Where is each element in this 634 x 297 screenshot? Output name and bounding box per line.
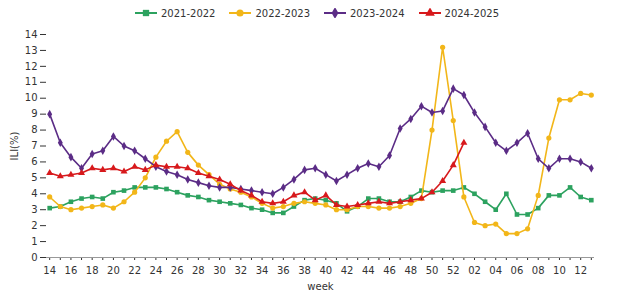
svg-text:52: 52 (447, 265, 460, 276)
svg-text:12: 12 (574, 265, 587, 276)
svg-text:38: 38 (298, 265, 311, 276)
svg-text:14: 14 (25, 29, 38, 40)
svg-text:04: 04 (489, 265, 502, 276)
svg-text:7: 7 (31, 140, 37, 151)
svg-text:0: 0 (31, 252, 37, 263)
svg-text:02: 02 (468, 265, 481, 276)
svg-text:9: 9 (31, 108, 37, 119)
svg-text:42: 42 (341, 265, 354, 276)
svg-text:06: 06 (511, 265, 524, 276)
svg-text:16: 16 (65, 265, 78, 276)
svg-text:44: 44 (362, 265, 375, 276)
svg-text:4: 4 (31, 188, 37, 199)
svg-text:36: 36 (277, 265, 290, 276)
svg-text:26: 26 (171, 265, 184, 276)
svg-text:2: 2 (31, 220, 37, 231)
svg-text:40: 40 (319, 265, 332, 276)
html-text:2022-2023: 2022-2023 (255, 7, 310, 19)
svg-text:20: 20 (107, 265, 120, 276)
svg-text:13: 13 (25, 45, 38, 56)
svg-text:46: 46 (383, 265, 396, 276)
svg-text:18: 18 (86, 265, 99, 276)
svg-text:5: 5 (31, 172, 37, 183)
svg-text:48: 48 (404, 265, 417, 276)
html-text:2021-2022: 2021-2022 (161, 7, 216, 19)
svg-text:08: 08 (532, 265, 545, 276)
svg-text:22: 22 (128, 265, 141, 276)
html-text:2024-2025: 2024-2025 (444, 7, 499, 19)
svg-text:24: 24 (150, 265, 163, 276)
svg-text:week: week (307, 281, 333, 292)
svg-text:11: 11 (25, 76, 38, 87)
svg-text:8: 8 (31, 124, 37, 135)
svg-text:50: 50 (426, 265, 439, 276)
svg-text:14: 14 (43, 265, 56, 276)
svg-text:30: 30 (213, 265, 226, 276)
svg-text:6: 6 (31, 156, 37, 167)
svg-text:1: 1 (31, 236, 37, 247)
svg-text:34: 34 (256, 265, 269, 276)
svg-text:28: 28 (192, 265, 205, 276)
svg-text:32: 32 (234, 265, 247, 276)
svg-text:10: 10 (553, 265, 566, 276)
svg-text:10: 10 (25, 92, 38, 103)
svg-text:12: 12 (25, 61, 38, 72)
html-text:2023-2024: 2023-2024 (350, 7, 405, 19)
svg-text:ILI(%): ILI(%) (9, 132, 20, 161)
svg-text:3: 3 (31, 204, 37, 215)
